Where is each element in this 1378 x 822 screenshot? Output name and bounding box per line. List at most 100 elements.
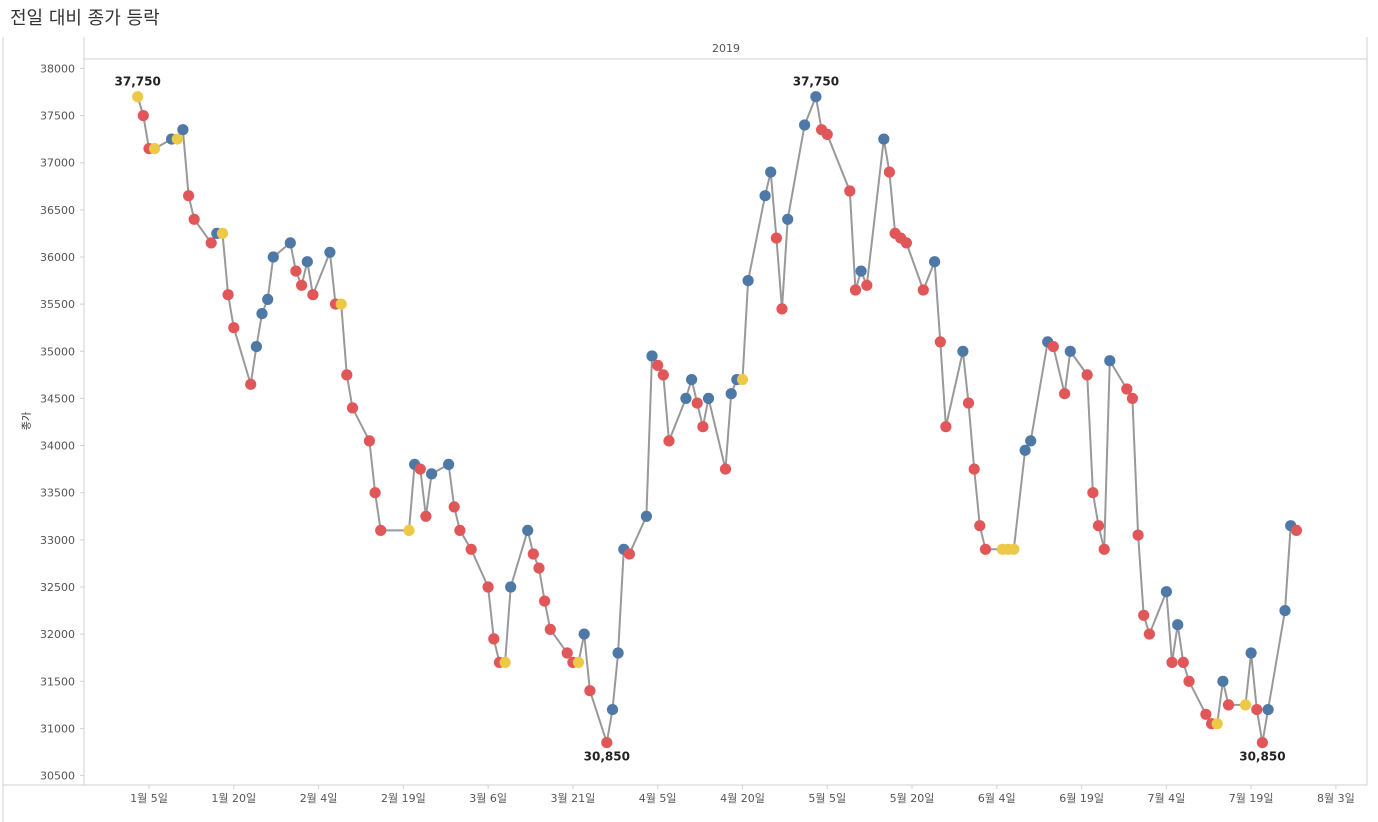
x-tick-label: 7월 19일	[1229, 791, 1274, 805]
x-tick-label: 5월 5일	[808, 791, 846, 805]
data-point-same	[216, 227, 229, 239]
x-tick-label: 3월 21일	[551, 791, 596, 805]
data-point-down	[296, 279, 308, 291]
data-point-down	[245, 378, 257, 390]
data-point-up	[957, 345, 969, 357]
data-point-up	[646, 350, 658, 362]
y-tick-label: 35000	[40, 345, 75, 358]
data-point-up	[929, 256, 941, 268]
data-point-down	[979, 543, 992, 555]
data-point-down	[188, 213, 200, 225]
data-point-down	[228, 322, 240, 334]
data-point-up	[324, 246, 336, 258]
data-point-up	[782, 213, 794, 225]
data-point-down	[1098, 543, 1110, 555]
data-point-down	[369, 487, 381, 499]
y-tick-label: 38000	[40, 62, 75, 75]
data-point-up	[759, 190, 771, 202]
data-point-down	[414, 463, 426, 475]
data-point-down	[917, 284, 929, 296]
series-line	[136, 93, 1298, 743]
data-point-down	[137, 110, 149, 122]
x-tick-label: 1월 5일	[130, 791, 168, 805]
data-point-down	[623, 548, 636, 560]
data-point-down	[561, 647, 573, 659]
data-point-down	[844, 185, 856, 197]
data-point-down	[346, 402, 359, 414]
data-point-down	[1200, 708, 1212, 720]
data-point-same	[1239, 699, 1252, 711]
x-tick-label: 4월 20일	[720, 791, 765, 805]
data-point-down	[601, 737, 613, 749]
data-point-down	[307, 289, 319, 301]
data-point-up	[301, 256, 313, 268]
data-point-up	[810, 91, 822, 103]
data-point-up	[250, 341, 262, 353]
data-point-down	[341, 369, 353, 381]
data-point-down	[849, 284, 862, 296]
data-point-down	[222, 289, 234, 301]
data-point-up	[640, 510, 653, 522]
data-point-down	[663, 435, 675, 447]
x-tick-label: 6월 4일	[978, 791, 1016, 805]
data-point-down	[962, 397, 975, 409]
data-point-down	[183, 190, 195, 202]
x-tick-label: 8월 3일	[1317, 791, 1355, 805]
data-point-same	[403, 524, 415, 537]
data-point-down	[968, 463, 980, 475]
y-tick-label: 31000	[40, 722, 75, 735]
data-point-down	[691, 397, 703, 409]
data-point-down	[1143, 628, 1155, 640]
data-point-up	[1262, 704, 1274, 716]
data-point-down	[719, 463, 732, 475]
data-point-up	[765, 166, 777, 178]
data-point-up	[612, 647, 624, 659]
data-point-up	[742, 275, 754, 287]
data-point-same	[132, 91, 144, 103]
y-axis-ticks: 38000 37500 37000 36500 36000 35500 35000 34500…	[40, 62, 84, 783]
y-axis-label: 종가	[21, 412, 33, 430]
y-tick-label: 33000	[40, 534, 75, 547]
x-tick-label: 1월 20일	[211, 791, 256, 805]
y-tick-label: 30500	[40, 770, 75, 783]
data-point-up	[262, 293, 274, 305]
data-point-up	[686, 374, 698, 386]
data-point-down	[1166, 656, 1178, 669]
data-label: 30,850	[1239, 750, 1285, 764]
data-point-down	[974, 520, 986, 532]
data-point-same	[736, 374, 749, 386]
y-tick-label: 33500	[40, 487, 75, 500]
data-point-down	[1138, 609, 1150, 621]
data-point-down	[1092, 520, 1105, 532]
chart-frame	[2, 37, 1368, 822]
data-point-up	[1104, 355, 1116, 367]
data-point-up	[177, 124, 189, 136]
data-point-up	[267, 251, 279, 263]
data-point-down	[1256, 737, 1268, 749]
data-point-down	[448, 501, 460, 513]
data-point-down	[940, 421, 952, 433]
x-tick-label: 7월 4일	[1147, 791, 1185, 805]
data-point-down	[770, 232, 783, 244]
data-point-down	[1081, 369, 1093, 381]
data-point-up	[878, 133, 890, 145]
data-point-down	[1047, 341, 1059, 353]
data-point-up	[606, 704, 619, 716]
x-axis-ticks: 1월 5일 1월 20일 2월 4일 2월 19일 3월 6일 3월 21일 4월 5일 4월…	[130, 785, 1355, 805]
data-point-up	[1025, 435, 1037, 447]
data-point-down	[420, 510, 432, 522]
data-point-up	[1064, 345, 1076, 357]
data-point-down	[697, 421, 709, 433]
data-point-up	[725, 388, 737, 400]
data-point-same	[1211, 718, 1223, 730]
data-point-down	[934, 336, 946, 348]
data-point-same	[149, 143, 161, 155]
data-label: 30,850	[584, 750, 630, 764]
data-points	[132, 91, 1302, 749]
data-point-same	[572, 656, 585, 669]
data-point-up	[799, 119, 811, 131]
data-point-down	[584, 685, 596, 697]
data-point-down	[482, 581, 494, 593]
data-point-up	[426, 468, 438, 480]
